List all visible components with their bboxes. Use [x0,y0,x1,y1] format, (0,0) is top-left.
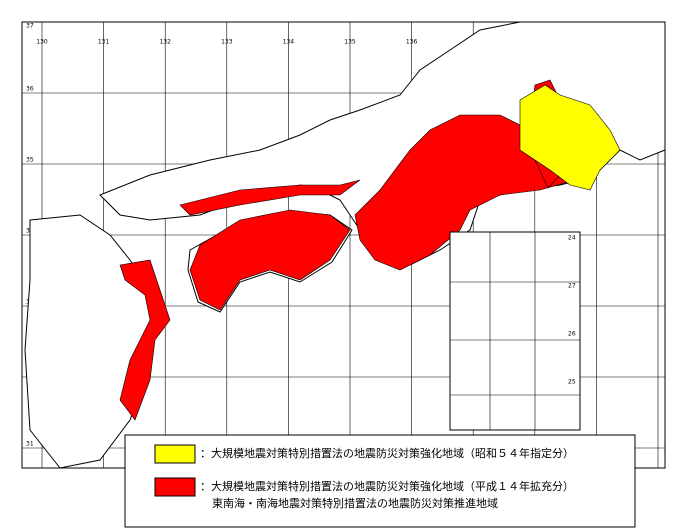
lat-label: 31 [26,441,34,448]
legend: ：大規模地震対策特別措置法の地震防災対策強化地域（昭和５４年指定分） ：大規模地震… [154,444,574,510]
lat-label: 35 [26,157,34,164]
inset-label: 25 [568,379,576,386]
tokai-region [519,84,621,191]
chugoku-coast-region [179,179,361,216]
legend-box [124,434,636,528]
legend-text: ：大規模地震対策特別措置法の地震防災対策強化地域（昭和５４年指定分） [200,446,574,460]
lat-label: 36 [26,86,34,93]
lon-label: 133 [221,39,233,46]
lon-label: 131 [98,39,110,46]
inset-label: 24 [568,235,576,242]
legend-text: ：大規模地震対策特別措置法の地震防災対策強化地域（平成１４年拡充分） [200,479,574,493]
legend-swatch [154,477,196,497]
shikoku-region [189,209,351,311]
lat-label: 37 [26,23,34,30]
land [24,21,666,469]
kinki-tokai-region [354,114,576,271]
lon-label: 132 [159,39,171,46]
inset-label: 26 [568,331,576,338]
inset: 24 27 26 25 [450,232,580,430]
kyushu-region [119,259,171,421]
lon-label: 134 [283,39,295,46]
lon-label: 130 [36,39,48,46]
lon-label: 135 [344,39,356,46]
legend-swatch [154,444,196,464]
inset-label: 27 [568,283,576,290]
inset-frame [449,231,581,431]
lon-label: 136 [406,39,418,46]
legend-text: 東南海・南海地震対策特別措置法の地震防災対策推進地域 [212,496,498,510]
